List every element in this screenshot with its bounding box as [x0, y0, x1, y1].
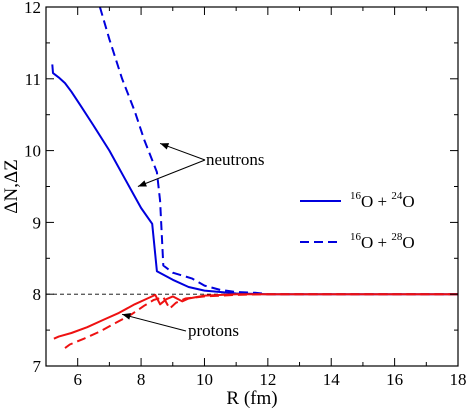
y-tick-label: 12	[24, 0, 41, 17]
legend-symbol: O	[402, 233, 414, 252]
annotation-arrow-line	[121, 313, 187, 332]
legend-symbol: O +	[361, 192, 391, 211]
legend-label-1: 16O + 24O	[350, 190, 415, 211]
series-line-1	[51, 64, 458, 296]
y-tick-label: 11	[25, 70, 41, 89]
legend-symbol: O +	[361, 233, 391, 252]
annotations: neutrons protons	[121, 142, 265, 340]
annotation-arrow-head	[137, 180, 147, 187]
x-tick-label: 8	[137, 370, 146, 389]
series-line-4	[64, 293, 458, 349]
annotation-arrow-head	[160, 143, 170, 150]
y-tick-label: 10	[24, 142, 41, 161]
legend-superscript: 16	[350, 231, 362, 243]
x-tick-label: 12	[259, 370, 276, 389]
legend-superscript: 16	[350, 190, 362, 202]
legend-label-2: 16O + 28O	[350, 231, 415, 252]
x-tick-label: 14	[323, 370, 341, 389]
legend-superscript: 28	[391, 231, 403, 243]
series-line-3	[53, 293, 458, 340]
protons-label: protons	[188, 321, 239, 340]
legend-symbol: O	[402, 192, 414, 211]
y-tick-label: 8	[33, 285, 42, 304]
y-tick-label: 7	[33, 357, 42, 376]
x-axis-title: R (fm)	[226, 388, 277, 409]
neutrons-label: neutrons	[206, 150, 265, 169]
legend-superscript: 24	[391, 190, 403, 202]
series-line-2	[98, 7, 458, 296]
y-tick-label: 9	[33, 213, 42, 232]
annotation-arrow-line	[137, 159, 206, 187]
x-tick-label: 16	[386, 370, 403, 389]
plot-area	[46, 7, 458, 349]
x-tick-label: 10	[196, 370, 213, 389]
y-axis-title: ΔN,ΔZ	[1, 159, 22, 214]
series-group	[51, 7, 458, 349]
x-tick-label: 6	[73, 370, 82, 389]
x-tick-label: 18	[450, 370, 467, 389]
plot-frame	[45, 6, 459, 367]
annotation-arrow-head	[122, 313, 131, 320]
